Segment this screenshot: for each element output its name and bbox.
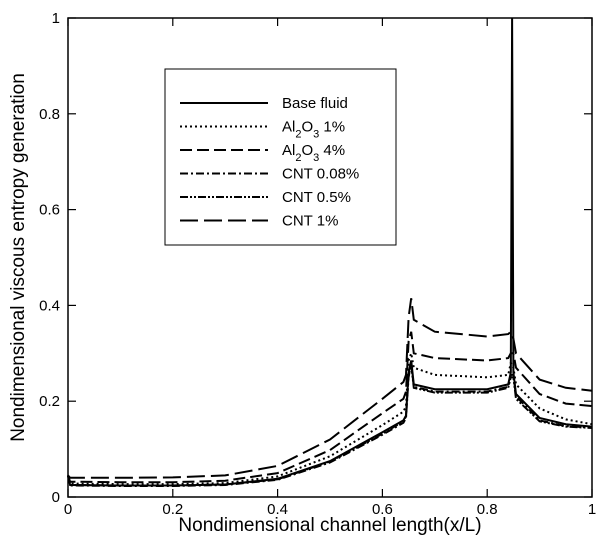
plot-area: 0 0.2 0.4 0.6 0.8 1 0 0.2 0.4 0.6 0.8 1 <box>39 10 596 518</box>
series-line-6 <box>67 298 593 479</box>
y-tick-label: 0.2 <box>39 393 60 410</box>
y-tick-label: 0.4 <box>39 297 60 314</box>
legend-label-6: CNT 1% <box>282 213 338 230</box>
series-line-5 <box>67 365 593 487</box>
legend-label-2: Al2O3 1% <box>282 119 345 141</box>
x-tick-label: 0 <box>64 501 72 518</box>
legend-label-1: Base fluid <box>282 95 348 112</box>
y-tick-label: 1 <box>52 10 60 27</box>
x-tick-label: 0.4 <box>267 501 288 518</box>
legend-label-4: CNT 0.08% <box>282 166 359 183</box>
x-tick-label: 0.8 <box>477 501 498 518</box>
x-axis-title: Nondimensional channel length(x/L) <box>178 515 481 536</box>
plot-frame <box>67 17 593 498</box>
legend-label-5: CNT 0.5% <box>282 189 351 206</box>
series-line-2 <box>67 349 593 486</box>
legend: Base fluid Al2O3 1%Al2O3 4% CNT 0.08% CNT 0… <box>164 68 397 246</box>
axis-ticks: 0 0.2 0.4 0.6 0.8 1 0 0.2 0.4 0.6 0.8 1 <box>39 10 596 518</box>
series-layer <box>67 17 593 487</box>
x-tick-label: 0.2 <box>162 501 183 518</box>
series-line-4 <box>67 362 593 487</box>
y-tick-label: 0.6 <box>39 202 60 219</box>
y-axis-title: Nondimensional viscous entropy generatio… <box>8 73 29 442</box>
x-tick-label: 0.6 <box>372 501 393 518</box>
y-tick-label: 0.8 <box>39 106 60 123</box>
legend-box <box>164 68 397 246</box>
x-tick-label: 1 <box>588 501 596 518</box>
series-line-3 <box>67 331 593 484</box>
legend-label-3: Al2O3 4% <box>282 142 345 164</box>
y-tick-label: 0 <box>52 489 60 506</box>
